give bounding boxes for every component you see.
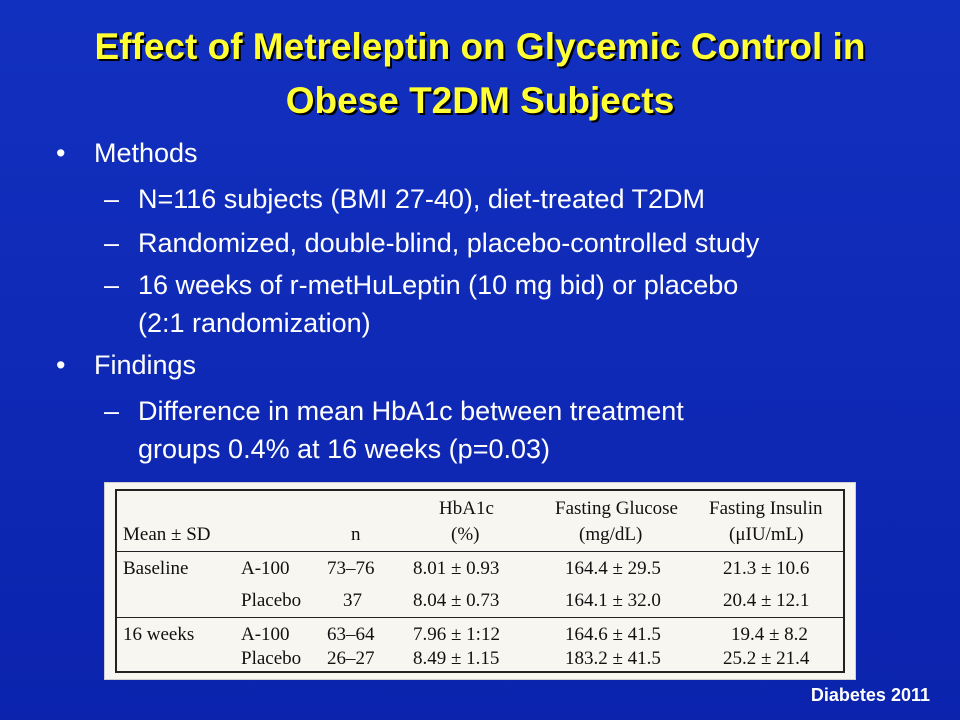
bullet-findings-label: Findings <box>94 350 197 380</box>
sub-bullet-dosing: – 16 weeks of r-metHuLeptin (10 mg bid) … <box>0 266 960 304</box>
table-cell: 21.3 ± 10.6 <box>723 558 810 579</box>
sub-bullet-dash: – <box>104 228 120 258</box>
sub-bullet-dash: – <box>104 396 120 426</box>
sub-bullet-text: Randomized, double-blind, placebo-contro… <box>138 228 760 258</box>
table-cell: 164.1 ± 32.0 <box>565 590 661 611</box>
header-hba1c: HbA1c <box>439 498 494 519</box>
sub-bullet-text: 16 weeks of r-metHuLeptin (10 mg bid) or… <box>138 270 739 300</box>
sub-bullet-dash: – <box>104 184 120 214</box>
bullet-methods: • Methods <box>0 134 960 172</box>
table-cell: 37 <box>343 590 362 611</box>
table-cell: 16 weeks <box>123 624 195 645</box>
header-insulin-unit: (μIU/mL) <box>729 524 804 545</box>
bullet-findings: • Findings <box>0 346 960 384</box>
sub-bullet-dash: – <box>104 270 120 300</box>
table-cell: 164.6 ± 41.5 <box>565 624 661 645</box>
table-cell: 7.96 ± 1:12 <box>413 624 500 645</box>
sub-bullet-text: (2:1 randomization) <box>138 308 371 338</box>
header-n: n <box>351 524 361 545</box>
sub-bullet-hba1c: – Difference in mean HbA1c between treat… <box>0 392 960 430</box>
table-cell: 8.49 ± 1.15 <box>413 648 500 669</box>
header-fasting-glucose: Fasting Glucose <box>555 498 678 519</box>
sub-bullet-study-design: – Randomized, double-blind, placebo-cont… <box>0 224 960 262</box>
bullet-dot: • <box>56 138 66 168</box>
table-cell: 26–27 <box>327 648 375 669</box>
table-cell: 73–76 <box>327 558 375 579</box>
header-glucose-unit: (mg/dL) <box>579 524 643 545</box>
header-mean-sd: Mean ± SD <box>123 524 211 545</box>
table-cell: 19.4 ± 8.2 <box>731 624 808 645</box>
table-cell: A-100 <box>241 624 290 645</box>
sub-bullet-text: groups 0.4% at 16 weeks (p=0.03) <box>138 434 551 464</box>
sub-bullet-text: Difference in mean HbA1c between treatme… <box>138 396 684 426</box>
results-table: HbA1c Fasting Glucose Fasting Insulin Me… <box>115 489 845 673</box>
bullet-methods-label: Methods <box>94 138 198 168</box>
slide-title-line1: Effect of Metreleptin on Glycemic Contro… <box>94 26 866 67</box>
table-cell: 63–64 <box>327 624 375 645</box>
header-fasting-insulin: Fasting Insulin <box>709 498 823 519</box>
table-cell: 20.4 ± 12.1 <box>723 590 810 611</box>
sub-bullet-subjects: – N=116 subjects (BMI 27-40), diet-treat… <box>0 180 960 218</box>
table-cell: A-100 <box>241 558 290 579</box>
table-cell: 25.2 ± 21.4 <box>723 648 810 669</box>
row-divider <box>117 617 843 618</box>
results-table-image: HbA1c Fasting Glucose Fasting Insulin Me… <box>104 482 856 680</box>
table-cell: Placebo <box>241 648 302 669</box>
header-divider <box>117 551 843 552</box>
table-cell: 164.4 ± 29.5 <box>565 558 661 579</box>
table-cell: Placebo <box>241 590 302 611</box>
citation: Diabetes 2011 <box>810 685 930 705</box>
sub-bullet-dosing-cont: (2:1 randomization) <box>0 304 960 342</box>
slide-title-line2: Obese T2DM Subjects <box>285 80 675 121</box>
bullet-dot: • <box>56 350 66 380</box>
header-hba1c-unit: (%) <box>451 524 480 545</box>
table-cell: Baseline <box>123 558 189 579</box>
sub-bullet-text: N=116 subjects (BMI 27-40), diet-treated… <box>138 184 705 214</box>
sub-bullet-hba1c-cont: groups 0.4% at 16 weeks (p=0.03) <box>0 430 960 468</box>
table-cell: 183.2 ± 41.5 <box>565 648 661 669</box>
table-cell: 8.01 ± 0.93 <box>413 558 500 579</box>
table-cell: 8.04 ± 0.73 <box>413 590 500 611</box>
